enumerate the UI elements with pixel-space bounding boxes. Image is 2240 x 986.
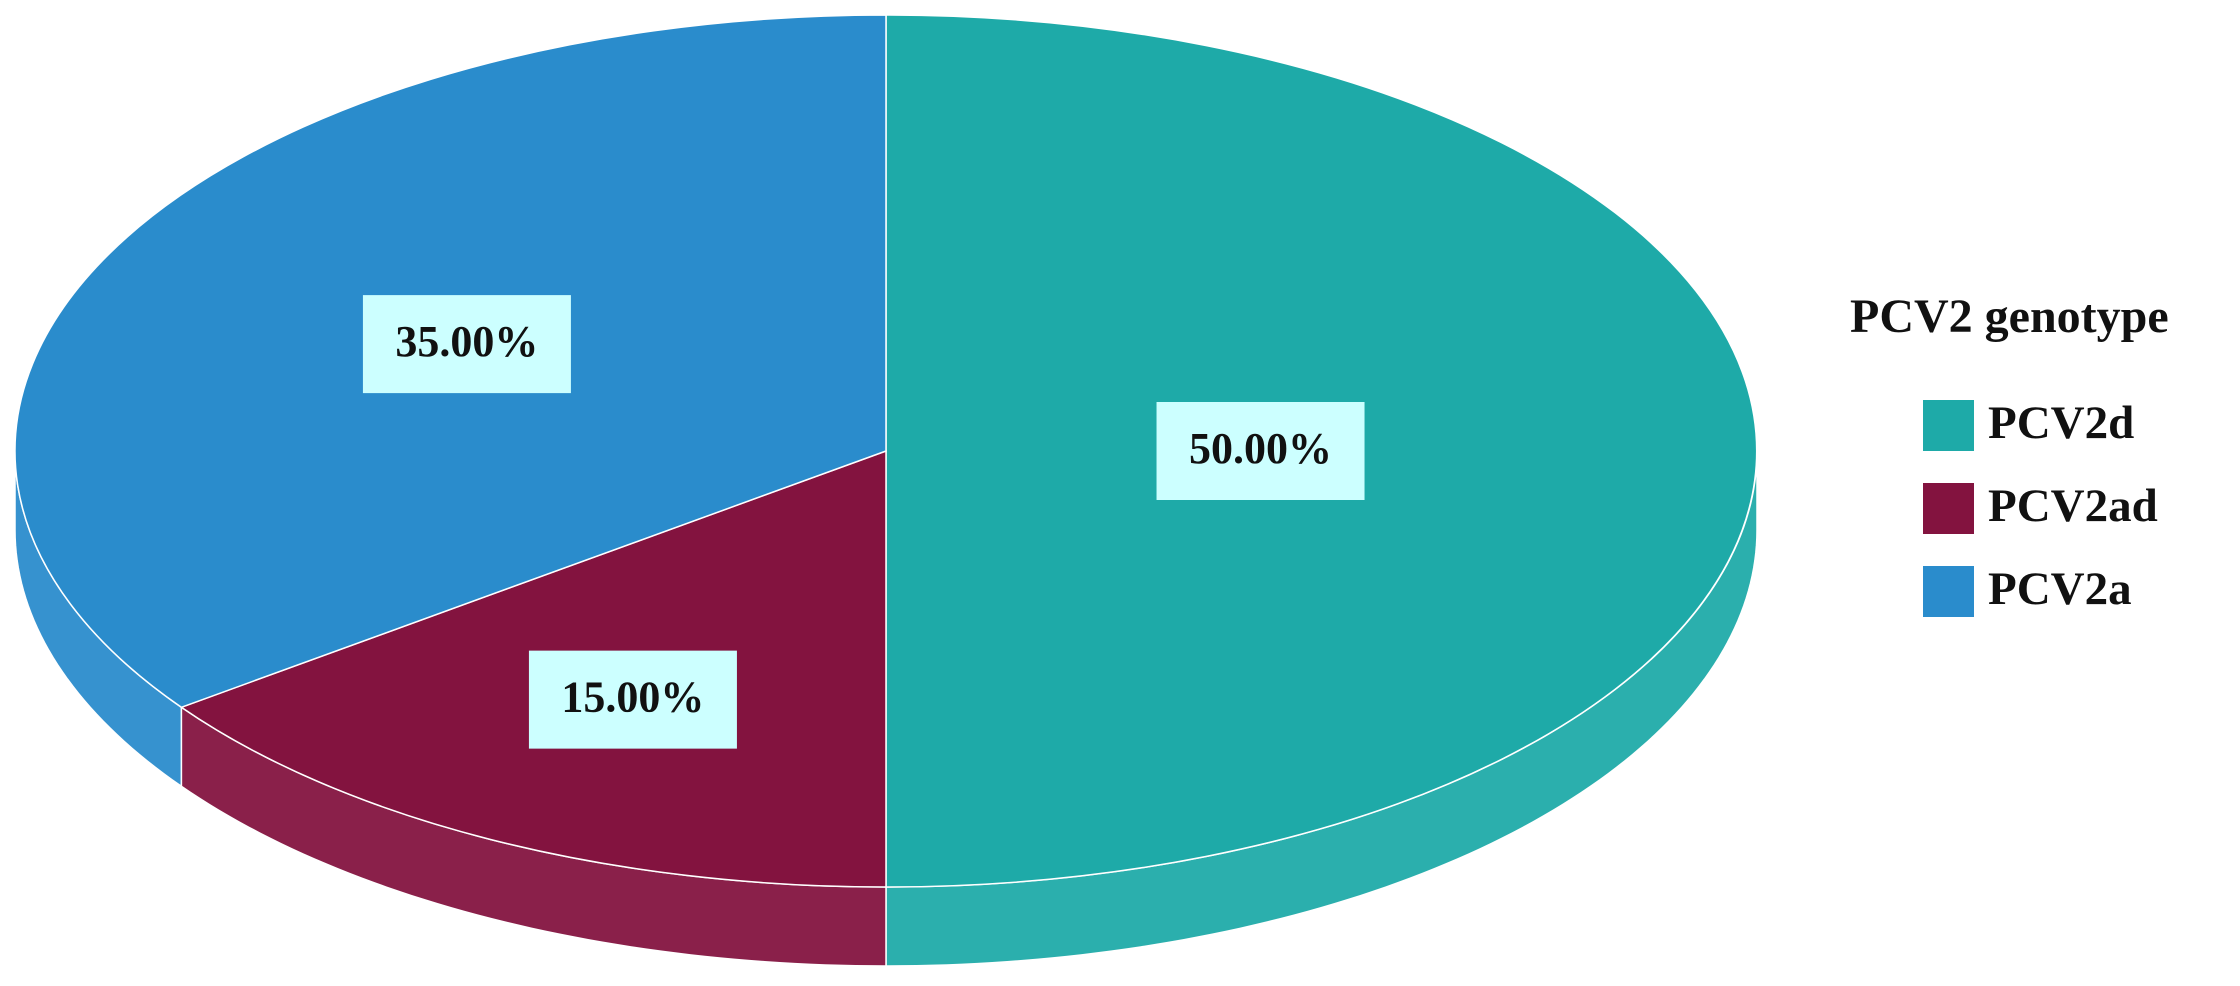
data-label: 50.00%: [1189, 424, 1332, 473]
label-box: [528, 650, 737, 749]
legend-label: PCV2a: [1988, 563, 2132, 615]
slice-side-shade: [181, 707, 886, 966]
legend-swatch: [1923, 483, 1974, 534]
legend-swatch: [1923, 400, 1974, 451]
legend-title: PCV2 genotype: [1850, 290, 2169, 343]
legend-label: PCV2ad: [1988, 480, 2158, 532]
label-box: [1156, 402, 1365, 500]
legend-swatch: [1923, 566, 1974, 617]
data-labels: 50.00% 15.00% 35.00%: [362, 295, 1365, 749]
slice-side-shade: [15, 451, 182, 787]
legend-label: PCV2d: [1988, 397, 2134, 449]
legend: PCV2 genotype PCV2d PCV2ad PCV2a: [1850, 290, 2169, 617]
data-label: 15.00%: [561, 673, 704, 722]
slice-side-shade: [886, 451, 1757, 966]
data-label: 35.00%: [395, 317, 538, 366]
pie: [14, 14, 1758, 967]
label-box: [362, 295, 571, 394]
